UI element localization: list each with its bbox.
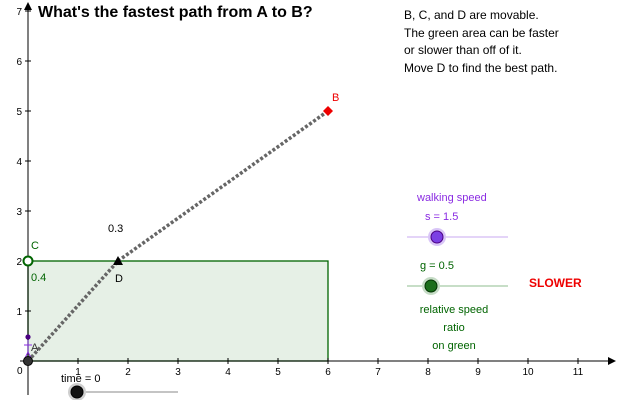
x-tick-label: 3 — [175, 367, 181, 378]
x-tick-label: 5 — [275, 367, 281, 378]
point-a-label: A — [31, 342, 39, 354]
point-b-label: B — [332, 92, 339, 104]
instructions: B, C, and D are movable. The green area … — [404, 7, 559, 77]
walking-speed-slider-knob[interactable] — [430, 230, 444, 244]
time-slider[interactable] — [68, 383, 178, 400]
instruction-line: or slower than off of it. — [404, 43, 522, 58]
caption-line: on green — [432, 340, 476, 352]
lower-segment-label: 0.4 — [31, 272, 46, 284]
caption-line: ratio — [443, 322, 465, 334]
path-segment-a-d — [26, 259, 120, 363]
page-title: What's the fastest path from A to B? — [38, 4, 313, 21]
x-tick-label: 1 — [75, 367, 81, 378]
origin-label: 0 — [17, 366, 23, 377]
y-tick-label: 6 — [16, 57, 22, 68]
time-label: time = 0 — [61, 373, 101, 385]
y-tick-label: 4 — [16, 157, 22, 168]
green-area — [27, 260, 329, 362]
x-tick-label: 10 — [522, 367, 534, 378]
upper-segment-label: 0.3 — [108, 223, 123, 235]
instruction-line: Move D to find the best path. — [404, 60, 558, 75]
point-a — [23, 356, 33, 366]
y-tick-label: 5 — [16, 107, 22, 118]
x-axis: 1 2 3 4 5 6 7 8 9 10 11 — [20, 357, 616, 378]
y-tick-label: 3 — [16, 207, 22, 218]
x-tick-label: 8 — [425, 367, 431, 378]
green-ratio-caption: relative speed ratio on green — [404, 301, 504, 355]
instruction-line: The green area can be faster — [404, 25, 559, 40]
y-tick-label: 7 — [16, 7, 22, 18]
caption-line: relative speed — [419, 304, 489, 316]
point-c[interactable] — [22, 255, 34, 267]
x-tick-label: 2 — [125, 367, 131, 378]
y-tick-label: 2 — [16, 257, 22, 268]
point-d[interactable] — [113, 256, 123, 265]
y-tick-label: 1 — [16, 307, 22, 318]
x-tick-label: 11 — [573, 367, 584, 378]
point-d-label: D — [115, 273, 123, 285]
path-segment-d-b — [116, 109, 330, 263]
point-b[interactable] — [323, 106, 333, 116]
speed-status-label: SLOWER — [529, 276, 582, 290]
x-tick-label: 4 — [225, 367, 231, 378]
x-tick-label: 7 — [375, 367, 381, 378]
x-tick-label: 9 — [475, 367, 481, 378]
walking-speed-slider[interactable] — [407, 228, 508, 246]
y-axis: 1 2 3 4 5 6 7 — [16, 2, 32, 395]
walking-speed-value: s = 1.5 — [425, 211, 459, 223]
x-tick-label: 6 — [325, 367, 331, 378]
point-c-label: C — [31, 240, 39, 252]
green-ratio-slider-knob[interactable] — [424, 279, 438, 293]
time-slider-knob[interactable] — [70, 385, 84, 399]
green-ratio-value: g = 0.5 — [420, 260, 454, 272]
instruction-line: B, C, and D are movable. — [404, 8, 539, 22]
walking-speed-label: walking speed — [417, 192, 487, 204]
green-ratio-slider[interactable] — [407, 277, 508, 295]
